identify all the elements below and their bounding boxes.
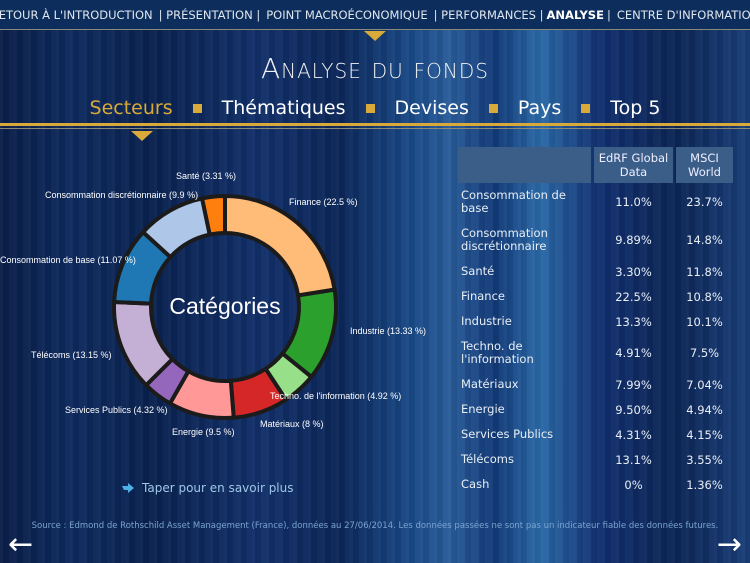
table-row: Industrie 13.3% 10.1% (458, 309, 733, 334)
fund-weight: 9.89% (615, 233, 652, 247)
sector-comparison-table: EdRF Global Data MSCI World Consommation… (455, 147, 736, 497)
sector-name: Consommation de base (461, 188, 566, 215)
index-weight: 23.7% (686, 195, 723, 209)
index-weight: 11.8% (686, 264, 723, 279)
label-industrie: Industrie (13.33 %) (350, 326, 427, 336)
table-row: Techno. de l'information 4.91% 7.5% (458, 334, 733, 372)
tabs-rule (0, 123, 750, 126)
fund-weight: 0% (624, 477, 643, 492)
fund-weight: 13.3% (615, 314, 652, 329)
tab-divider (581, 103, 591, 113)
index-weight: 10.1% (686, 314, 723, 329)
index-weight: 14.8% (686, 233, 723, 247)
table-header-blank (458, 147, 591, 183)
table-row: Matériaux 7.99% 7.04% (458, 372, 733, 397)
sector-name: Matériaux (461, 377, 519, 391)
slice-sant-[interactable] (200, 194, 227, 237)
fund-weight: 11.0% (615, 195, 652, 209)
nav-info-center[interactable]: CENTRE D'INFORMATION (616, 7, 750, 22)
table-header-fund: EdRF Global Data (594, 147, 673, 183)
fund-weight: 22.5% (615, 289, 652, 304)
hand-pointer-icon (122, 483, 134, 493)
nav-performances[interactable]: | PERFORMANCES | (433, 7, 544, 22)
index-weight: 10.8% (686, 289, 723, 304)
sector-name: Cash (461, 477, 490, 491)
table-row: Finance 22.5% 10.8% (458, 284, 733, 309)
fund-weight: 4.31% (615, 427, 652, 442)
sector-name: Santé (461, 264, 495, 278)
index-weight: 7.5% (689, 346, 720, 360)
fund-weight: 7.99% (615, 377, 652, 392)
sector-name: Industrie (461, 314, 512, 328)
slice-finance[interactable] (223, 194, 337, 298)
arrow-right-icon[interactable]: → (716, 527, 742, 562)
table-row: Télécoms 13.1% 3.55% (458, 447, 733, 472)
nav-macro[interactable]: POINT MACROÉCONOMIQUE (266, 7, 428, 22)
fund-weight: 9.50% (615, 402, 652, 417)
tab-active-indicator (131, 131, 153, 141)
tab-secteurs[interactable]: Secteurs (89, 97, 173, 119)
label-conso-base: Consommation de base (11.07 %) (0, 255, 136, 265)
sector-donut-chart[interactable] (0, 150, 450, 480)
fund-weight: 13.1% (615, 452, 652, 467)
top-nav: RETOUR À L'INTRODUCTION | PRÉSENTATION |… (0, 0, 750, 30)
table-row: Consommation de base 11.0% 23.7% (458, 183, 733, 221)
label-materiaux: Matériaux (8 %) (260, 419, 324, 429)
tap-hint[interactable]: Taper pour en savoir plus (122, 481, 294, 495)
section-tabs: Secteurs Thématiques Devises Pays Top 5 (0, 97, 750, 119)
page-title: Analyse du fonds (261, 52, 489, 85)
index-weight: 7.04% (686, 377, 723, 392)
label-sante: Santé (3.31 %) (176, 171, 237, 181)
tab-top5[interactable]: Top 5 (610, 97, 661, 119)
tab-pays[interactable]: Pays (517, 97, 562, 119)
tab-divider (488, 103, 498, 113)
label-telecoms: Télécoms (13.15 %) (31, 350, 112, 360)
table-row: Santé 3.30% 11.8% (458, 259, 733, 284)
label-services-publics: Services Publics (4.32 %) (65, 405, 168, 415)
tab-devises[interactable]: Devises (394, 97, 469, 119)
nav-presentation[interactable]: | PRÉSENTATION | (158, 7, 261, 22)
sector-name: Finance (461, 289, 505, 303)
nav-separator: | (606, 7, 611, 22)
nav-analyse[interactable]: ANALYSE (546, 7, 604, 22)
tap-hint-text: Taper pour en savoir plus (142, 481, 294, 495)
arrow-left-icon[interactable]: ← (8, 527, 34, 562)
index-weight: 4.94% (686, 402, 723, 417)
index-weight: 4.15% (686, 427, 723, 442)
label-conso-discr: Consommation discrétionnaire (9.9 %) (45, 190, 199, 200)
sector-name: Energie (461, 402, 505, 416)
table-header-index: MSCI World (676, 147, 733, 183)
label-energie: Energie (9.5 %) (172, 427, 235, 437)
sector-name: Techno. de l'information (461, 339, 534, 366)
table-row: Consommation discrétionnaire 9.89% 14.8% (458, 221, 733, 259)
sector-name: Consommation discrétionnaire (461, 226, 548, 253)
sector-name: Télécoms (461, 452, 514, 466)
index-weight: 1.36% (686, 477, 723, 492)
table-row: Cash 0% 1.36% (458, 472, 733, 497)
tab-divider (192, 103, 202, 113)
table-row: Energie 9.50% 4.94% (458, 397, 733, 422)
label-finance: Finance (22.5 %) (289, 197, 358, 207)
label-techno: Techno. de l'information (4.92 %) (270, 391, 402, 401)
tab-thematiques[interactable]: Thématiques (221, 97, 346, 119)
table-row: Services Publics 4.31% 4.15% (458, 422, 733, 447)
tabs-rule-thin (0, 128, 750, 129)
sector-name: Services Publics (461, 427, 554, 441)
source-note: Source : Edmond de Rothschild Asset Mana… (31, 521, 719, 531)
chart-center-title: Catégories (169, 293, 281, 319)
tab-divider (365, 103, 375, 113)
fund-weight: 4.91% (615, 346, 652, 360)
index-weight: 3.55% (686, 452, 723, 467)
nav-active-indicator (364, 31, 386, 41)
fund-weight: 3.30% (615, 264, 652, 279)
nav-intro[interactable]: RETOUR À L'INTRODUCTION (0, 7, 153, 22)
